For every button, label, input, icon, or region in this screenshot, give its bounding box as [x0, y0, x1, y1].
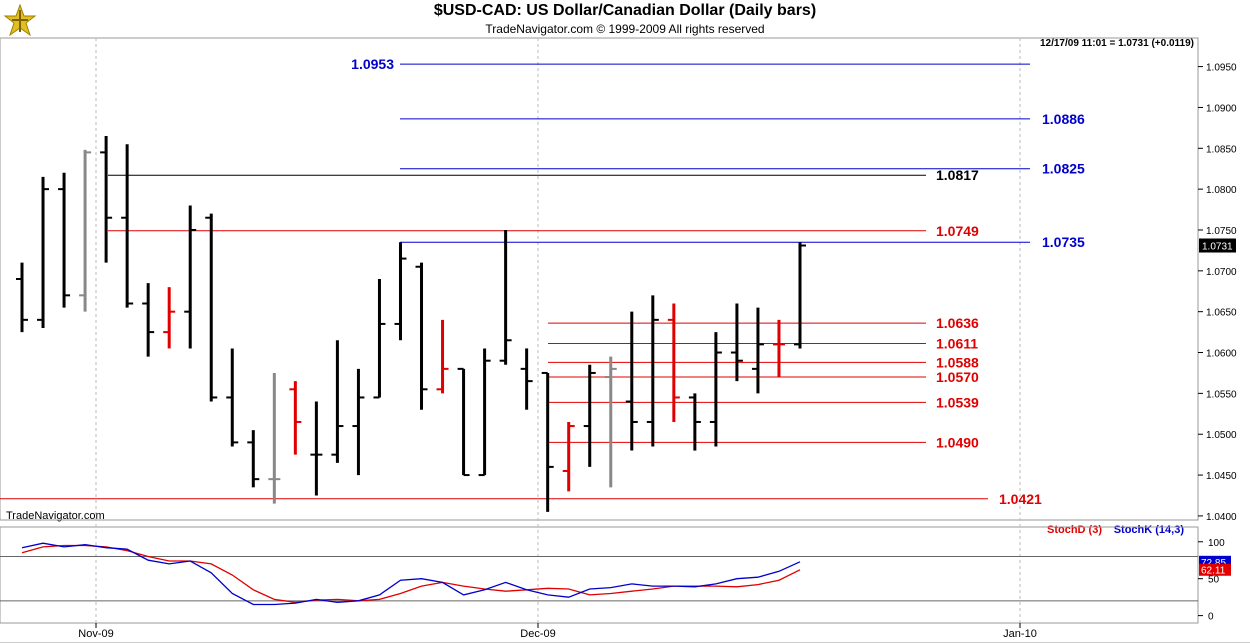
osc-y-tick-label: 50 — [1208, 575, 1220, 586]
y-tick-label: 1.0400 — [1206, 512, 1237, 523]
ohlc-bar — [100, 136, 113, 263]
x-tick-label: Nov-09 — [78, 628, 113, 640]
y-tick-label: 1.0600 — [1206, 349, 1237, 360]
x-tick-label: Jan-10 — [1003, 628, 1037, 640]
level-label: 1.0636 — [936, 315, 979, 331]
y-tick-label: 1.0500 — [1206, 430, 1237, 441]
copyright-text: TradeNavigator.com © 1999-2009 All right… — [485, 22, 765, 36]
chart-title: $USD-CAD: US Dollar/Canadian Dollar (Dai… — [433, 2, 817, 19]
price-frame — [0, 37, 1199, 521]
level-label: 1.0749 — [936, 223, 979, 239]
y-tick-label: 1.0700 — [1206, 267, 1237, 278]
ohlc-bar — [352, 368, 365, 476]
ohlc-bar — [373, 279, 386, 399]
stochd-line — [21, 544, 801, 603]
y-tick-label: 1.0950 — [1206, 63, 1237, 74]
ohlc-bar — [709, 332, 722, 447]
level-label: 1.0570 — [936, 369, 979, 385]
ohlc-bar — [583, 364, 596, 467]
y-tick-label: 1.0450 — [1206, 471, 1237, 482]
osc-y-tick-label: 0 — [1208, 612, 1214, 623]
ohlc-bar — [751, 307, 764, 394]
ohlc-bar — [604, 356, 617, 488]
y-tick-label: 1.0750 — [1206, 226, 1237, 237]
ohlc-bar — [436, 319, 449, 394]
last-quote: 12/17/09 11:01 = 1.0731 (+0.0119) — [1039, 38, 1194, 49]
ohlc-bar — [184, 205, 197, 349]
ohlc-bar — [163, 287, 176, 349]
level-label: 1.0886 — [1042, 111, 1085, 127]
trade-navigator-logo — [2, 2, 38, 38]
ohlc-bar — [478, 348, 491, 477]
ohlc-bar — [625, 311, 638, 451]
y-tick-label: 1.0900 — [1206, 103, 1237, 114]
y-tick-label: 1.0650 — [1206, 308, 1237, 319]
ohlc-bar — [58, 172, 71, 308]
ohlc-bar — [121, 144, 134, 308]
ohlc-bar — [646, 295, 659, 447]
stochd-last-label: 62.11 — [1201, 566, 1226, 577]
ohlc-bar — [16, 262, 28, 333]
ohlc-bar — [520, 348, 533, 410]
level-label: 1.0825 — [1042, 161, 1085, 177]
ohlc-bar — [667, 303, 680, 422]
stochk-last-label: 72.85 — [1201, 558, 1226, 569]
ohlc-bar — [730, 303, 743, 382]
level-label: 1.0490 — [936, 434, 979, 450]
level-label: 1.0588 — [936, 354, 979, 370]
ohlc-bar — [562, 421, 575, 492]
level-label: 1.0539 — [936, 394, 979, 410]
osc-y-tick-label: 100 — [1208, 538, 1225, 549]
ohlc-bar — [142, 283, 155, 357]
ohlc-bar — [688, 393, 701, 451]
ohlc-bar — [772, 319, 785, 378]
ohlc-bar — [268, 372, 281, 504]
last-price-label: 1.0731 — [1202, 242, 1233, 253]
ohlc-bar — [499, 229, 512, 365]
stochk-line — [21, 542, 801, 606]
ohlc-bar — [289, 381, 302, 455]
ohlc-bar — [79, 149, 92, 312]
ohlc-bar — [205, 213, 218, 402]
oscillator-frame — [0, 526, 1199, 624]
y-tick-label: 1.0800 — [1206, 185, 1237, 196]
ohlc-bar — [37, 176, 50, 329]
ohlc-bar — [457, 367, 470, 477]
level-label: 1.0421 — [999, 491, 1042, 507]
ohlc-bar — [794, 242, 806, 349]
ohlc-bar — [310, 401, 323, 496]
ohlc-bar — [541, 371, 554, 512]
level-label: 1.0953 — [351, 56, 394, 72]
ohlc-bar — [226, 348, 239, 447]
last-price-box — [1199, 238, 1236, 253]
level-label: 1.0735 — [1042, 234, 1085, 250]
ohlc-bar — [331, 340, 344, 463]
level-label: 1.0817 — [936, 167, 979, 183]
brand-watermark: TradeNavigator.com — [6, 510, 105, 522]
stochd-last-box — [1199, 563, 1231, 576]
ohlc-bar — [415, 262, 428, 410]
x-tick-label: Dec-09 — [520, 628, 555, 640]
level-label: 1.0611 — [936, 336, 978, 352]
ohlc-bar — [247, 430, 260, 488]
y-tick-label: 1.0850 — [1206, 144, 1237, 155]
ohlc-bar — [394, 242, 407, 341]
y-tick-label: 1.0550 — [1206, 389, 1237, 400]
